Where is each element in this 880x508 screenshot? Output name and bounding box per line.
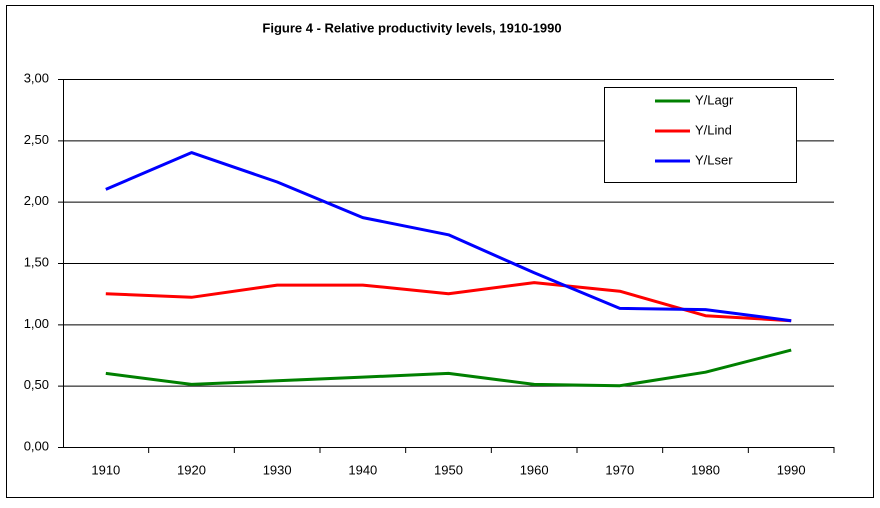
series-line	[105, 281, 792, 323]
y-tick-label: 1,00	[24, 316, 49, 331]
y-tick-label: 2,50	[24, 132, 49, 147]
legend-label: Y/Lser	[695, 152, 733, 167]
x-tick-label: 1920	[177, 462, 206, 477]
y-tick-label: 2,00	[24, 193, 49, 208]
x-tick-label: 1990	[777, 462, 806, 477]
x-tick-label: 1970	[605, 462, 634, 477]
y-tick-label: 0,50	[24, 377, 49, 392]
y-tick-label: 1,50	[24, 254, 49, 269]
x-tick-label: 1910	[91, 462, 120, 477]
series-line	[105, 151, 792, 323]
y-tick-label: 3,00	[24, 70, 49, 85]
chart-title: Figure 4 - Relative productivity levels,…	[262, 20, 561, 35]
legend-label: Y/Lagr	[695, 92, 734, 107]
series-line	[105, 348, 792, 388]
x-tick-label: 1940	[348, 462, 377, 477]
legend-label: Y/Lind	[695, 122, 732, 137]
x-tick-label: 1980	[691, 462, 720, 477]
legend-box	[604, 87, 797, 183]
x-tick-label: 1930	[263, 462, 292, 477]
x-tick-label: 1950	[434, 462, 463, 477]
y-tick-label: 0,00	[24, 438, 49, 453]
x-tick-label: 1960	[520, 462, 549, 477]
